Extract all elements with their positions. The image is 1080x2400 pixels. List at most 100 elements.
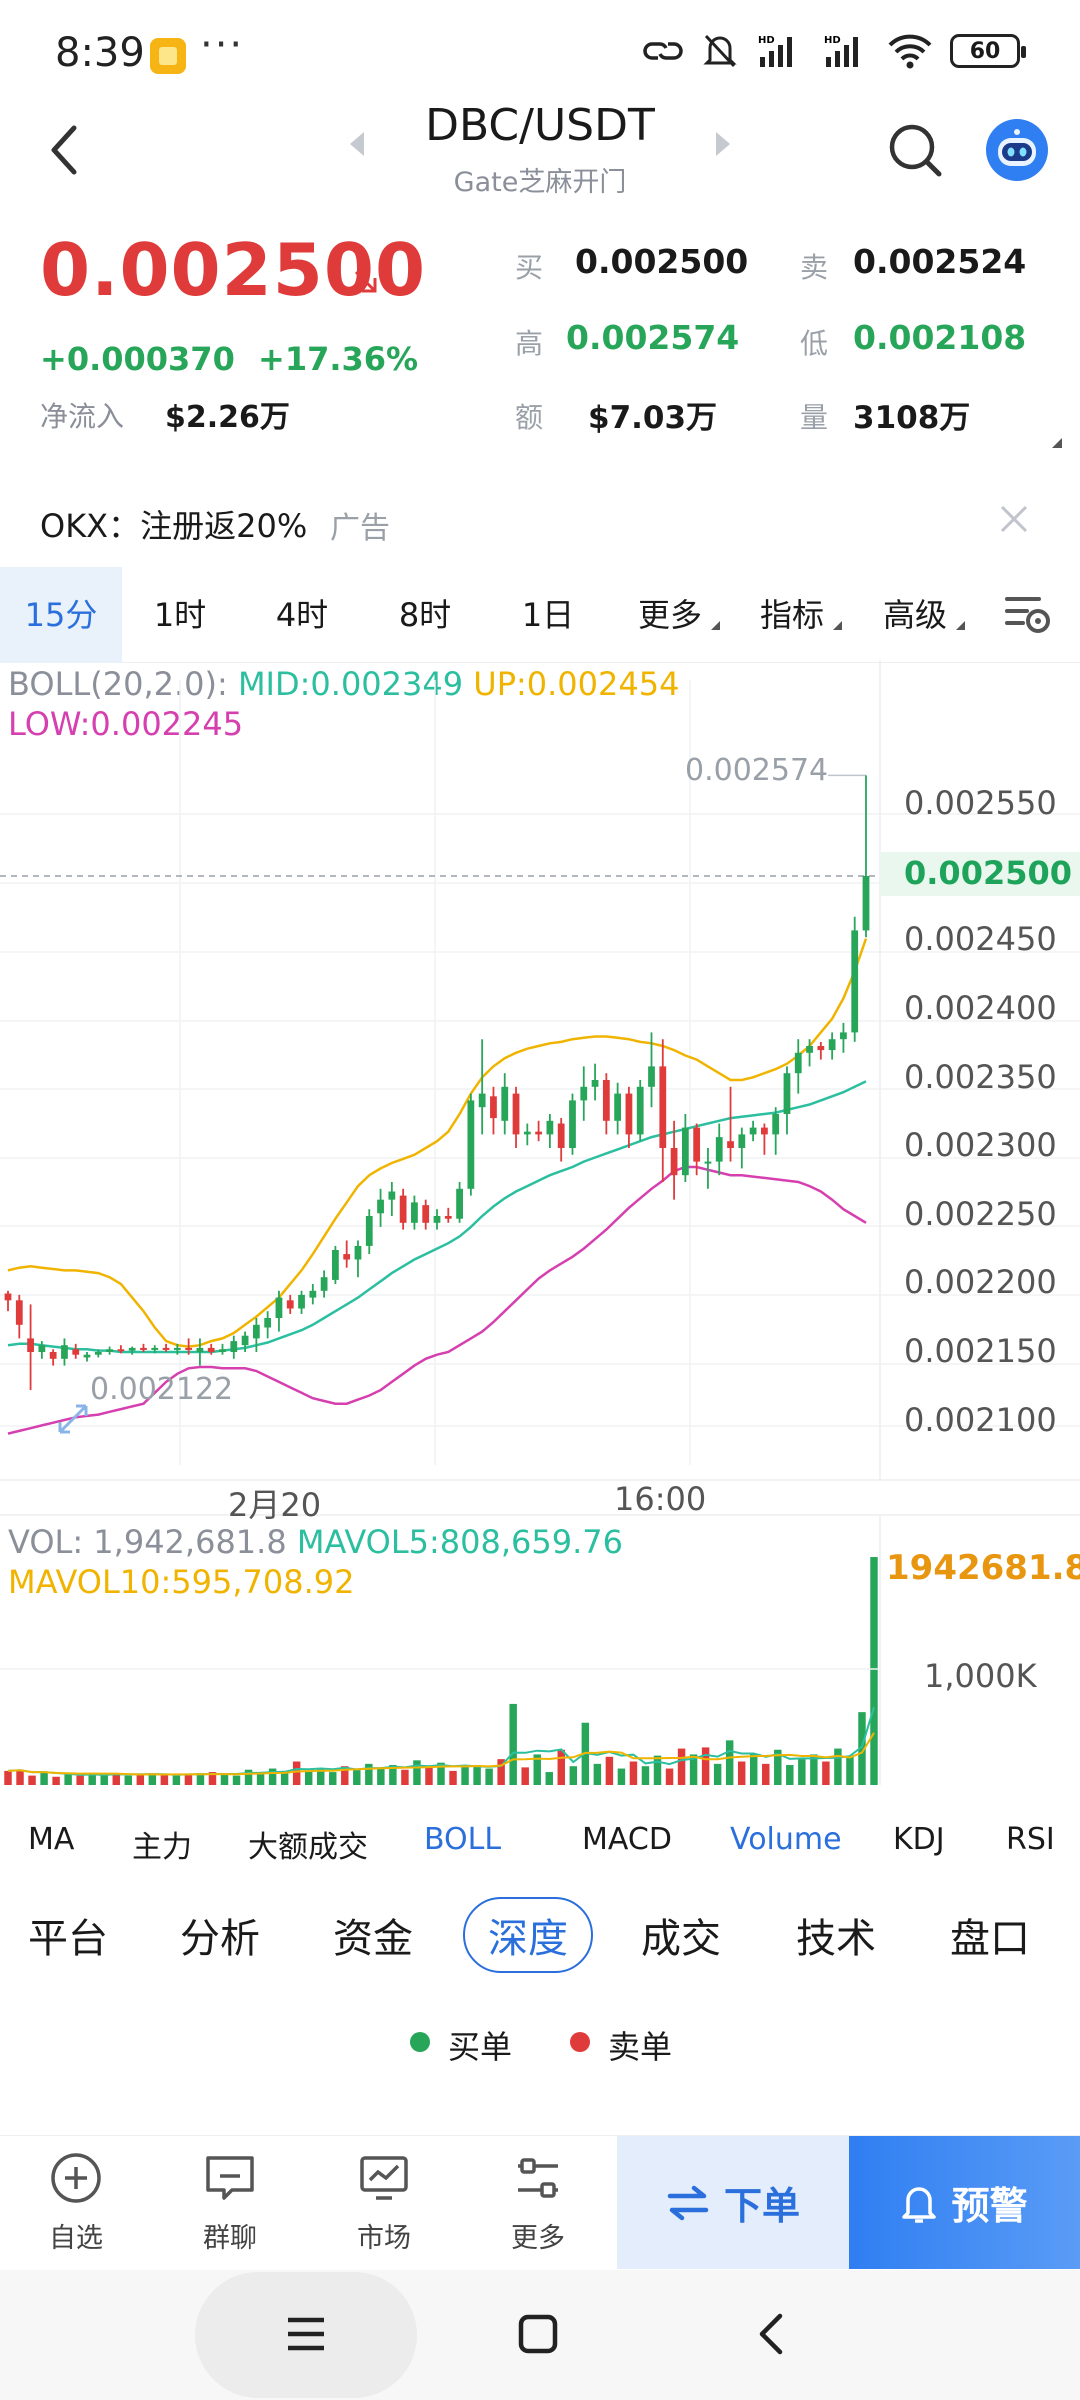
indicator-large-trades[interactable]: 大额成交 [248, 1830, 368, 1865]
candle-body [377, 1199, 384, 1214]
max-price-marker: 0.002574 [685, 753, 829, 788]
prev-pair-icon[interactable] [350, 132, 364, 156]
volume-bar [341, 1766, 349, 1785]
candle-body [828, 1039, 836, 1051]
volume-bar [545, 1772, 553, 1785]
search-icon[interactable] [885, 120, 945, 180]
section-funds[interactable]: 资金 [333, 1916, 413, 1962]
battery-level: 60 [969, 38, 1001, 64]
volume-bar [28, 1775, 36, 1785]
close-icon[interactable] [998, 503, 1030, 535]
tab-15m[interactable]: 15分 [0, 567, 122, 663]
tab-more[interactable]: 更多 [637, 596, 702, 634]
section-orderbook[interactable]: 盘口 [950, 1916, 1030, 1962]
candle-body [275, 1297, 283, 1318]
next-pair-icon[interactable] [716, 132, 730, 156]
expand-stats-icon[interactable] [1052, 438, 1062, 448]
status-bar: 8:39 ··· HD HD 60 [0, 0, 1080, 110]
exchange-name[interactable]: Gate芝麻开门 [453, 167, 627, 198]
price-chart[interactable] [0, 660, 1080, 1790]
volume-bar [292, 1761, 301, 1785]
volume-max-label: 1942681.80 [886, 1548, 1080, 1588]
volume-bar [401, 1769, 409, 1785]
tab-4h[interactable]: 4时 [275, 596, 329, 634]
tab-indicators[interactable]: 指标 [759, 596, 824, 634]
candle-body [230, 1341, 238, 1352]
chart-settings-icon[interactable] [1005, 593, 1053, 637]
x-tick-time: 16:00 [614, 1480, 707, 1518]
candle-body [580, 1086, 588, 1101]
indicator-boll[interactable]: BOLL [424, 1822, 502, 1857]
candle-body [478, 1093, 486, 1108]
buy-legend-label: 买单 [448, 2028, 513, 2066]
ad-text[interactable]: OKX：注册返20% [40, 507, 308, 545]
tab-8h[interactable]: 8时 [398, 596, 452, 634]
candle-body [715, 1137, 723, 1162]
pair-title[interactable]: DBC/USDT [425, 100, 655, 151]
candle-body [670, 1148, 678, 1176]
volume-bar [762, 1763, 770, 1785]
price-alert-button[interactable]: 预警 [849, 2136, 1080, 2269]
candle-body [140, 1347, 147, 1350]
candle-body [636, 1086, 644, 1135]
indicator-main-force[interactable]: 主力 [132, 1830, 192, 1865]
candle-body [546, 1120, 554, 1135]
candle-body [162, 1347, 170, 1350]
watchlist-button[interactable]: 自选 [26, 2150, 126, 2255]
vol-value: VOL: 1,942,681.8 [8, 1523, 287, 1561]
more-notifications-icon: ··· [200, 22, 245, 68]
candle-body [173, 1347, 181, 1350]
section-technical[interactable]: 技术 [796, 1916, 876, 1962]
group-chat-button[interactable]: 群聊 [180, 2150, 280, 2255]
indicator-rsi[interactable]: RSI [1006, 1822, 1055, 1857]
robot-assistant-icon[interactable] [985, 118, 1049, 182]
market-button[interactable]: 市场 [334, 2150, 434, 2255]
volume-bar [822, 1761, 830, 1785]
sliders-icon [518, 2158, 558, 2198]
volume-bar [377, 1768, 385, 1785]
volume-legend-2: MAVOL10:595,708.92 [8, 1563, 355, 1601]
zoom-expand-icon[interactable] [56, 1402, 90, 1436]
volume-bar [304, 1770, 313, 1785]
net-inflow-value: $2.26万 [165, 400, 290, 435]
candle-body [862, 876, 870, 931]
volume-bar [184, 1774, 193, 1785]
candle-body [761, 1127, 768, 1135]
volume-bar [749, 1754, 758, 1785]
section-trades[interactable]: 成交 [641, 1916, 721, 1962]
menu-icon[interactable] [286, 2314, 326, 2354]
ad-banner[interactable]: OKX：注册返20% 广告 [0, 485, 1080, 557]
price-down-arrow-icon [354, 270, 377, 293]
volume-bar [353, 1769, 361, 1785]
back-icon[interactable] [40, 120, 90, 180]
more-button[interactable]: 更多 [488, 2150, 588, 2255]
tab-advanced[interactable]: 高级 [882, 596, 947, 634]
x-tick-date: 2月20 [228, 1486, 322, 1524]
candle-body [851, 930, 859, 1033]
signal-icon: HD [758, 35, 792, 67]
indicator-kdj[interactable]: KDJ [893, 1822, 945, 1857]
section-depth[interactable]: 深度 [488, 1916, 568, 1962]
y-tick: 0.002350 [904, 1058, 1057, 1096]
tab-1d[interactable]: 1日 [521, 596, 575, 634]
volume-bar [870, 1557, 878, 1785]
place-order-button[interactable]: 下单 [617, 2136, 849, 2269]
volume-bar [112, 1773, 120, 1785]
candle-body [117, 1349, 125, 1352]
section-platform[interactable]: 平台 [28, 1916, 108, 1962]
indicator-ma[interactable]: MA [28, 1822, 75, 1857]
home-icon[interactable] [518, 2314, 558, 2354]
section-analysis[interactable]: 分析 [180, 1916, 260, 1962]
candle-body [61, 1345, 68, 1359]
indicator-volume[interactable]: Volume [730, 1822, 842, 1857]
system-back-icon[interactable] [756, 2312, 786, 2356]
y-tick: 0.002300 [904, 1126, 1057, 1164]
indicator-macd[interactable]: MACD [582, 1822, 672, 1857]
volume-bar [786, 1765, 794, 1785]
boll-mid: MID:0.002349 [237, 665, 464, 703]
volume-label: 量 [800, 401, 829, 434]
tab-1h[interactable]: 1时 [153, 596, 207, 634]
volume-bar [701, 1747, 710, 1785]
candle-body [433, 1216, 441, 1223]
volume-bar [521, 1767, 529, 1785]
